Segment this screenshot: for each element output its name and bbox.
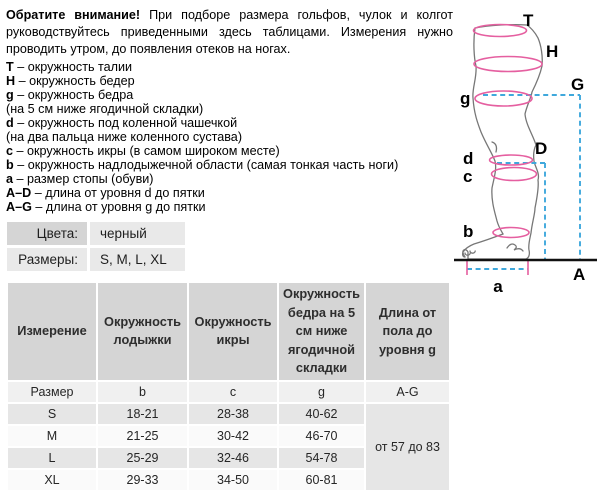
attributes-table: Цвета: черный Размеры: S, M, L, XL	[4, 219, 188, 274]
intro-text: При подборе размера гольфов, чулок и кол…	[6, 8, 454, 56]
label-G: G	[571, 75, 584, 94]
definition-line: b – окружность надлодыжечной области (са…	[6, 158, 399, 172]
units-row: Размер b c g A-G	[8, 381, 449, 402]
colors-label: Цвета:	[7, 222, 87, 245]
ankle-detail-mark	[506, 243, 524, 252]
header-measurement: Измерение	[8, 283, 96, 380]
definition-line: A–G – длина от уровня g до пятки	[6, 200, 206, 214]
size-cell: XL	[8, 469, 96, 490]
ankle-ellipse-b	[492, 226, 530, 239]
label-b: b	[463, 222, 473, 241]
b-cell: 18-21	[98, 403, 187, 424]
thigh-ellipse-g	[474, 90, 533, 107]
foot-length-ticks	[466, 260, 529, 275]
header-thigh-circumference: Окружность бедра на 5 см ниже ягодичной …	[279, 283, 364, 380]
b-cell: 29-33	[98, 469, 187, 490]
table-row-l: L 25-29 32-46 54-78	[8, 447, 449, 468]
colors-value: черный	[90, 222, 185, 245]
c-cell: 34-50	[189, 469, 277, 490]
label-g: g	[460, 89, 470, 108]
left-column: Обратите внимание! При подборе размера г…	[6, 7, 453, 274]
label-D: D	[535, 139, 547, 158]
definition-line: T – окружность талии	[6, 60, 133, 74]
knee-crease-mark	[491, 141, 498, 153]
label-H: H	[546, 42, 558, 61]
calf-ellipse-c	[490, 166, 538, 182]
sizes-row: Размеры: S, M, L, XL	[7, 248, 185, 271]
units-g: g	[279, 381, 364, 402]
definition-line: H – окружность бедер	[6, 74, 135, 88]
waist-ellipse-T	[472, 23, 528, 38]
leg-measurement-diagram: T H G g D d c b a A	[454, 11, 597, 296]
below-knee-ellipse-d	[488, 154, 534, 166]
b-cell: 25-29	[98, 447, 187, 468]
label-a: a	[493, 277, 503, 296]
g-cell: 54-78	[279, 447, 364, 468]
g-cell: 60-81	[279, 469, 364, 490]
units-b: b	[98, 381, 187, 402]
definition-line: d – окружность под коленной чашечкой	[6, 116, 238, 130]
g-cell: 40-62	[279, 403, 364, 424]
table-row-xl: XL 29-33 34-50 60-81	[8, 469, 449, 490]
measurement-dashed-lines	[467, 94, 581, 270]
c-cell: 28-38	[189, 403, 277, 424]
label-T: T	[523, 11, 534, 30]
header-calf-circumference: Окружность икры	[189, 283, 277, 380]
intro-warning: Обратите внимание!	[6, 8, 141, 22]
size-cell: M	[8, 425, 96, 446]
table-row-m: M 21-25 30-42 46-70	[8, 425, 449, 446]
definition-line: c – окружность икры (в самом широком мес…	[6, 144, 280, 158]
size-cell: S	[8, 403, 96, 424]
length-range-cell: от 57 до 83	[366, 403, 449, 490]
definition-line: a – размер стопы (обуви)	[6, 172, 154, 186]
header-ankle-circumference: Окружность лодыжки	[98, 283, 187, 380]
size-cell: L	[8, 447, 96, 468]
header-length-floor-to-g: Длина от пола до уровня g	[366, 283, 449, 380]
circumference-ellipses	[466, 23, 543, 275]
size-chart-header-row: Измерение Окружность лодыжки Окружность …	[8, 283, 449, 380]
hip-ellipse-H	[473, 55, 543, 73]
units-ag: A-G	[366, 381, 449, 402]
intro-paragraph: Обратите внимание! При подборе размера г…	[6, 7, 453, 58]
sizes-value: S, M, L, XL	[90, 248, 185, 271]
b-cell: 21-25	[98, 425, 187, 446]
measurement-definitions: T – окружность талии H – окружность беде…	[6, 60, 453, 214]
size-chart-table: Измерение Окружность лодыжки Окружность …	[6, 281, 451, 492]
units-c: c	[189, 381, 277, 402]
c-cell: 30-42	[189, 425, 277, 446]
leg-outline-strokes	[461, 23, 543, 260]
colors-row: Цвета: черный	[7, 222, 185, 245]
g-cell: 46-70	[279, 425, 364, 446]
toe-detail-marks	[464, 250, 476, 256]
sizes-label: Размеры:	[7, 248, 87, 271]
label-A: A	[573, 265, 585, 284]
definition-line: (на два пальца ниже коленного сустава)	[6, 130, 243, 144]
definition-line: A–D – длина от уровня d до пятки	[6, 186, 205, 200]
units-size: Размер	[8, 381, 96, 402]
table-row-s: S 18-21 28-38 40-62 от 57 до 83	[8, 403, 449, 490]
c-cell: 32-46	[189, 447, 277, 468]
label-c: c	[463, 167, 472, 186]
label-d: d	[463, 149, 473, 168]
definition-line: g – окружность бедра	[6, 88, 134, 102]
definition-line: (на 5 см ниже ягодичной складки)	[6, 102, 204, 116]
